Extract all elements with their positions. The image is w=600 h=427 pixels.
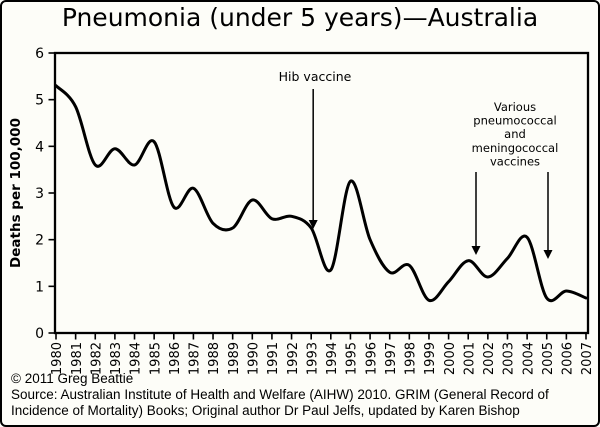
source-line-1: Source: Australian Institute of Health a…: [11, 387, 549, 402]
x-tick-label-1986: 1986: [168, 342, 183, 375]
y-tick-label-1: 1: [35, 279, 44, 295]
y-tick-label-0: 0: [35, 326, 44, 342]
x-tick-label-1987: 1987: [188, 342, 203, 375]
x-tick-label-2005: 2005: [541, 342, 556, 375]
x-tick-label-1983: 1983: [109, 342, 124, 375]
y-tick-label-4: 4: [35, 139, 44, 155]
y-axis-label: Deaths per 100,000: [8, 118, 24, 268]
x-tick-label-1984: 1984: [129, 342, 144, 375]
y-tick-label-3: 3: [35, 186, 44, 202]
footer-caption: © 2011 Greg Beattie Source: Australian I…: [11, 371, 549, 419]
x-tick-label-1994: 1994: [325, 342, 340, 375]
x-tick-label-1998: 1998: [404, 342, 419, 375]
y-tick-label-6: 6: [35, 46, 44, 62]
x-tick-label-1991: 1991: [266, 342, 281, 375]
x-tick-label-1997: 1997: [384, 342, 399, 375]
x-tick-label-2001: 2001: [462, 342, 477, 375]
chart-title: Pneumonia (under 5 years)—Australia: [61, 3, 539, 32]
x-tick-label-1992: 1992: [286, 342, 301, 375]
source-line-2: Incidence of Mortality) Books; Original …: [11, 403, 520, 418]
various-vaccines-label-line-2: pneumococcal: [473, 114, 556, 128]
x-tick-label-1990: 1990: [246, 342, 261, 375]
pneumo-arrow-2-arrowhead-icon: [543, 250, 553, 259]
x-tick-label-1980: 1980: [50, 342, 65, 375]
various-vaccines-label-line-3: and: [504, 127, 526, 141]
x-tick-label-1982: 1982: [89, 342, 104, 375]
pneumonia-deaths-line: [54, 84, 588, 303]
x-tick-label-2004: 2004: [521, 342, 536, 375]
hib-vaccine-label: Hib vaccine: [279, 69, 352, 84]
various-vaccines-label-line-1: Various: [494, 100, 536, 114]
x-tick-label-1989: 1989: [227, 342, 242, 375]
x-tick-label-2000: 2000: [443, 342, 458, 375]
x-tick-label-1985: 1985: [148, 342, 163, 375]
hib-arrow-arrowhead-icon: [308, 220, 318, 229]
plot-border: [53, 51, 590, 335]
copyright-line: © 2011 Greg Beattie: [11, 371, 134, 386]
various-vaccines-label-line-4: meningococcal: [472, 141, 559, 155]
y-tick-label-5: 5: [35, 93, 44, 109]
x-tick-label-1988: 1988: [207, 342, 222, 375]
x-tick-label-1996: 1996: [364, 342, 379, 375]
x-tick-label-1995: 1995: [345, 342, 360, 375]
x-tick-label-2003: 2003: [502, 342, 517, 375]
x-tick-label-2007: 2007: [580, 342, 595, 375]
x-tick-label-2006: 2006: [561, 342, 576, 375]
various-vaccines-label-line-5: vaccines: [490, 154, 540, 168]
y-tick-label-2: 2: [35, 233, 44, 249]
x-tick-label-1999: 1999: [423, 342, 438, 375]
x-tick-label-1993: 1993: [305, 342, 320, 375]
x-tick-label-2002: 2002: [482, 342, 497, 375]
pneumo-arrow-1-arrowhead-icon: [471, 246, 481, 255]
x-tick-label-1981: 1981: [70, 342, 85, 375]
